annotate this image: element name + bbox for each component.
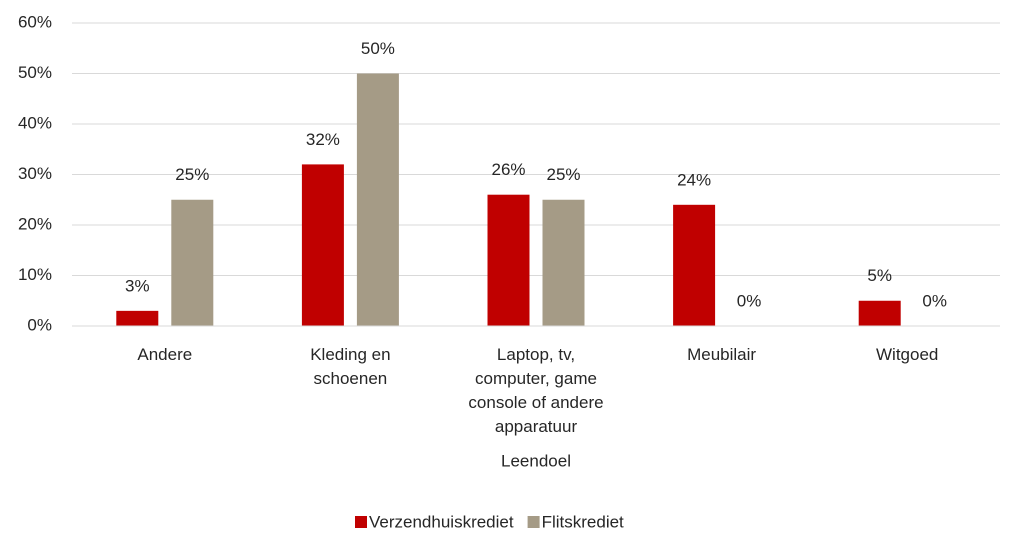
y-tick-label: 40%: [18, 113, 52, 132]
y-tick-label: 30%: [18, 164, 52, 183]
y-tick-label: 10%: [18, 265, 52, 284]
legend-swatch: [355, 516, 367, 528]
legend-swatch: [527, 516, 540, 528]
legend-label: Flitskrediet: [542, 512, 624, 531]
bar: [301, 164, 344, 326]
x-tick-label: Witgoed: [876, 345, 939, 364]
value-label: 24%: [677, 170, 711, 189]
value-label: 50%: [361, 39, 395, 58]
x-tick-label: Kleding en schoenen: [310, 345, 391, 388]
value-label: 25%: [546, 165, 580, 184]
value-label: 5%: [867, 266, 892, 285]
y-tick-label: 0%: [27, 315, 52, 334]
value-label: 0%: [737, 291, 762, 310]
bar: [171, 199, 214, 326]
bar: [116, 310, 159, 326]
bar: [487, 194, 530, 326]
y-tick-label: 60%: [18, 12, 52, 31]
bar: [858, 300, 901, 326]
y-tick-label: 50%: [18, 63, 52, 82]
x-axis-title: Leendoel: [501, 451, 571, 470]
bar: [673, 204, 716, 326]
value-label: 0%: [922, 291, 947, 310]
bar: [542, 199, 585, 326]
legend-label: Verzendhuiskrediet: [369, 512, 514, 531]
x-tick-label: Meubilair: [687, 345, 757, 364]
value-label: 32%: [306, 130, 340, 149]
value-label: 26%: [491, 160, 525, 179]
value-label: 3%: [125, 276, 150, 295]
value-label: 25%: [175, 165, 209, 184]
bar: [356, 73, 399, 326]
x-tick-label: Andere: [137, 345, 193, 364]
y-tick-label: 20%: [18, 214, 52, 233]
x-tick-label: Laptop, tv, computer, game console of an…: [468, 345, 604, 436]
